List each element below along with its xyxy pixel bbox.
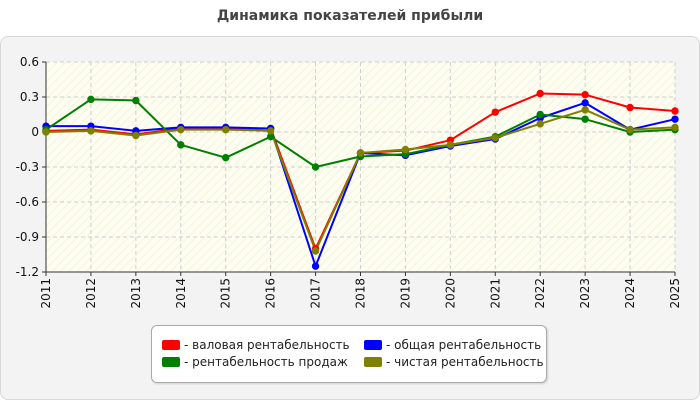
legend-item-gross: - валовая рентабельность [162, 337, 350, 353]
legend-label-sales: - рентабельность продаж [184, 355, 348, 369]
legend: - валовая рентабельность - общая рентабе… [151, 325, 547, 383]
legend-label-total: - общая рентабельность [386, 338, 542, 352]
y-tick-label: 0 [31, 125, 39, 139]
x-tick-label: 2019 [398, 278, 412, 309]
series-point-3 [42, 128, 50, 136]
series-point-3 [311, 247, 320, 255]
series-point-2 [222, 153, 230, 162]
legend-swatch-net [364, 357, 382, 367]
series-point-3 [87, 127, 95, 135]
x-tick-label: 2021 [488, 278, 502, 309]
series-point-2 [177, 141, 185, 149]
x-tick-label: 2018 [354, 278, 368, 309]
series-point-3 [671, 123, 679, 132]
series-point-1 [671, 115, 679, 123]
series-point-1 [311, 262, 320, 270]
y-tick-label: 0.6 [20, 55, 39, 69]
series-point-3 [266, 127, 275, 135]
x-tick-label: 2016 [264, 278, 278, 309]
legend-label-gross: - валовая рентабельность [184, 338, 350, 352]
x-axis-ticks: 2011 2012 2013 2014 2015 2016 2017 2018 2019 2020… [39, 272, 682, 309]
series-point-3 [626, 125, 634, 134]
legend-label-net: - чистая рентабельность [386, 355, 544, 369]
legend-item-total: - общая рентабельность [364, 337, 541, 353]
legend-item-net: - чистая рентабельность [364, 354, 544, 370]
series-point-0 [671, 107, 679, 115]
x-tick-label: 2015 [219, 278, 233, 309]
y-tick-label: 0.3 [20, 90, 39, 104]
x-tick-label: 2017 [309, 278, 323, 309]
legend-swatch-sales [162, 357, 180, 367]
y-tick-label: -0.3 [16, 160, 39, 174]
legend-item-sales: - рентабельность продаж [162, 354, 348, 370]
y-axis-ticks: 0.6 0.3 0 -0.3 -0.6 -0.9 -1.2 [16, 55, 46, 279]
series-point-3 [581, 106, 589, 114]
y-tick-label: -1.2 [16, 265, 39, 279]
series-point-1 [581, 99, 589, 107]
series-point-2 [132, 96, 140, 105]
series-point-0 [626, 103, 634, 112]
x-tick-label: 2024 [623, 278, 637, 309]
series-point-2 [311, 163, 320, 171]
x-tick-label: 2023 [578, 278, 592, 309]
series-point-2 [87, 95, 95, 104]
series-point-3 [536, 120, 544, 128]
x-tick-label: 2022 [533, 278, 547, 309]
y-tick-label: -0.9 [16, 230, 39, 244]
series-point-2 [581, 115, 589, 123]
x-tick-label: 2025 [668, 278, 682, 309]
series-point-3 [177, 125, 185, 134]
series-point-2 [536, 110, 544, 119]
series-point-3 [446, 141, 455, 149]
series-point-3 [491, 134, 499, 142]
series-point-3 [222, 125, 230, 134]
series-group [42, 89, 679, 270]
x-tick-label: 2011 [39, 278, 53, 309]
series-point-3 [356, 149, 365, 157]
chart-title: Динамика показателей прибыли [216, 8, 484, 24]
series-point-0 [581, 90, 589, 99]
legend-swatch-gross [162, 340, 180, 350]
legend-swatch-total [364, 340, 382, 350]
series-point-0 [536, 89, 544, 98]
series-point-3 [401, 145, 410, 154]
series-point-0 [491, 108, 499, 116]
x-tick-label: 2020 [443, 278, 457, 309]
series-point-3 [132, 131, 140, 140]
x-tick-label: 2013 [129, 278, 143, 309]
y-tick-label: -0.6 [16, 195, 39, 209]
x-tick-label: 2012 [84, 278, 98, 309]
x-tick-label: 2014 [174, 278, 188, 309]
